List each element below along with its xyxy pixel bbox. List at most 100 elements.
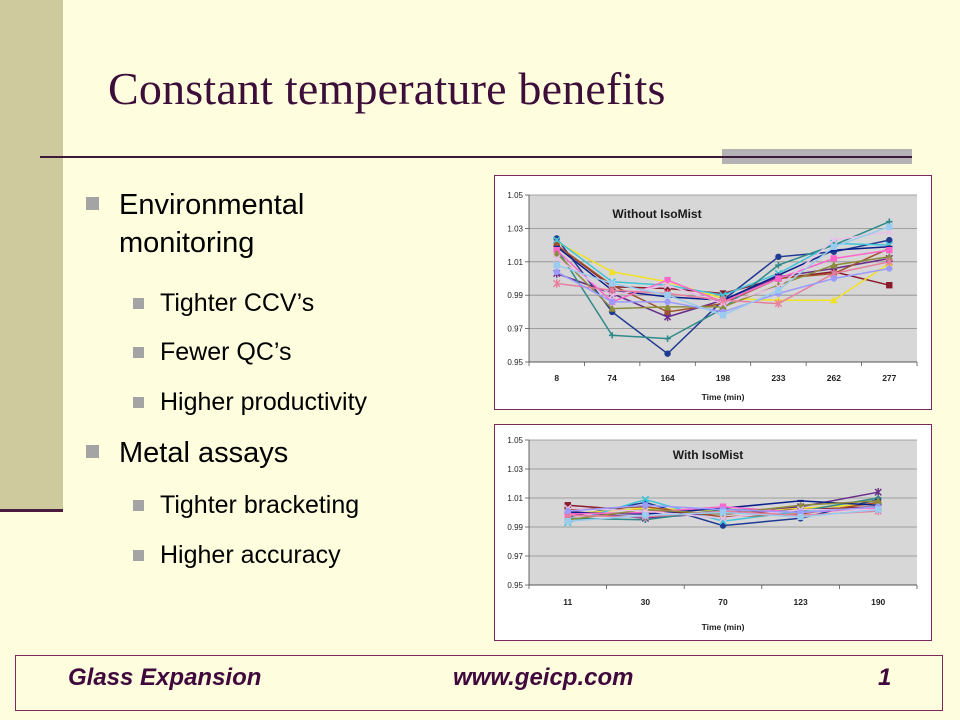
x-tick-label: 74 (607, 373, 617, 383)
data-point (719, 522, 727, 529)
data-point (886, 246, 893, 254)
data-point (641, 495, 650, 504)
x-tick-label: 198 (716, 373, 730, 383)
data-point (553, 279, 561, 288)
data-point (797, 513, 804, 521)
data-point (774, 299, 783, 308)
data-point (608, 267, 616, 276)
data-point (664, 335, 671, 342)
data-point (830, 243, 838, 250)
data-point (663, 281, 672, 289)
x-tick-label: 8 (554, 373, 559, 383)
data-point (664, 308, 671, 316)
data-point (886, 245, 893, 248)
data-point (830, 275, 838, 282)
data-point (664, 285, 671, 292)
bullet-label: Environmental monitoring (119, 189, 305, 259)
sub-bullet-higher-productivity: Higher productivity (133, 387, 367, 417)
sub-bullet-label: Higher productivity (160, 388, 368, 416)
data-point (608, 298, 616, 306)
x-axis-label: Time (min) (702, 622, 745, 632)
data-point (564, 502, 571, 509)
data-point (885, 257, 893, 266)
sub-bullet-label: Tighter CCV’s (160, 289, 315, 317)
data-point (719, 509, 727, 516)
x-tick-label: 190 (871, 597, 885, 607)
x-tick-label: 262 (827, 373, 841, 383)
sub-bullet-fewer-qcs: Fewer QC’s (133, 337, 292, 367)
bullet-square-icon (133, 298, 144, 309)
bullet-environmental-monitoring: Environmental monitoring (86, 186, 409, 262)
data-point (775, 275, 782, 282)
data-point (553, 245, 560, 248)
y-tick-label: 0.95 (507, 581, 523, 590)
bullet-label: Metal assays (119, 437, 289, 469)
data-point (886, 223, 893, 230)
bullet-metal-assays: Metal assays (86, 434, 409, 472)
data-point (664, 276, 671, 284)
data-point (775, 286, 782, 294)
data-point (664, 298, 671, 306)
series-14 (564, 506, 882, 525)
footer-url[interactable]: www.geicp.com (453, 664, 634, 691)
plot-area (529, 195, 917, 362)
sub-bullet-label: Tighter bracketing (160, 491, 360, 519)
data-point (608, 332, 616, 339)
chart-with-isomist: 0.95 0.97 0.99 1.01 1.03 1.05 11 30 70 123 190 Time… (494, 424, 932, 641)
bullet-square-icon (133, 347, 144, 358)
data-point (830, 296, 838, 304)
y-tick-label: 1.05 (507, 436, 523, 445)
data-point (886, 236, 893, 244)
sub-bullet-label: Higher accuracy (160, 541, 341, 569)
data-point (553, 249, 561, 257)
chart-title: With IsoMist (673, 448, 744, 462)
series-14 (553, 223, 893, 319)
y-tick-label: 0.97 (507, 552, 523, 561)
data-point (719, 296, 727, 305)
x-tick-label: 277 (882, 373, 896, 383)
data-point (553, 268, 560, 276)
footer-company: Glass Expansion (68, 664, 262, 691)
slide-footer: Glass Expansion www.geicp.com 1 (15, 655, 943, 711)
bullet-square-icon (86, 197, 99, 210)
chart-title: Without IsoMist (612, 207, 701, 221)
data-point (885, 252, 893, 260)
bullet-square-icon (133, 550, 144, 561)
data-point (564, 507, 571, 515)
sub-bullet-higher-accuracy: Higher accuracy (133, 540, 341, 570)
data-point (608, 285, 616, 295)
data-point (719, 312, 727, 319)
data-point (719, 302, 727, 311)
left-band-underline (0, 509, 63, 512)
data-point (642, 502, 649, 509)
data-point (886, 281, 893, 289)
data-point (830, 249, 838, 252)
data-point (830, 261, 838, 269)
data-point (552, 236, 561, 244)
data-point (664, 350, 671, 357)
title-divider (40, 156, 912, 158)
chart-without-isomist: 0.95 0.97 0.99 1.01 1.03 1.05 8 74 164 198 233 262 2… (494, 175, 932, 410)
footer-page-number: 1 (878, 664, 892, 691)
series-10 (553, 249, 893, 312)
chart-with-isomist-svg: 0.95 0.97 0.99 1.01 1.03 1.05 11 30 70 123 190 Time… (507, 436, 918, 632)
data-point (564, 518, 571, 525)
title-divider-accent (722, 149, 912, 164)
data-point (830, 255, 838, 262)
y-tick-label: 0.99 (507, 291, 523, 300)
series-13 (553, 265, 893, 316)
y-tick-label: 0.97 (507, 325, 523, 334)
data-point (719, 514, 727, 523)
data-point (775, 261, 782, 269)
data-point (642, 512, 649, 519)
data-point (797, 499, 804, 502)
x-tick-label: 30 (641, 597, 651, 607)
data-point (874, 496, 882, 505)
y-tick-label: 1.01 (507, 258, 523, 267)
data-point (608, 304, 616, 312)
sub-bullet-label: Fewer QC’s (160, 338, 292, 366)
data-point (775, 274, 782, 277)
y-tick-label: 0.99 (507, 523, 523, 532)
data-point (875, 506, 882, 513)
bullet-square-icon (133, 397, 144, 408)
